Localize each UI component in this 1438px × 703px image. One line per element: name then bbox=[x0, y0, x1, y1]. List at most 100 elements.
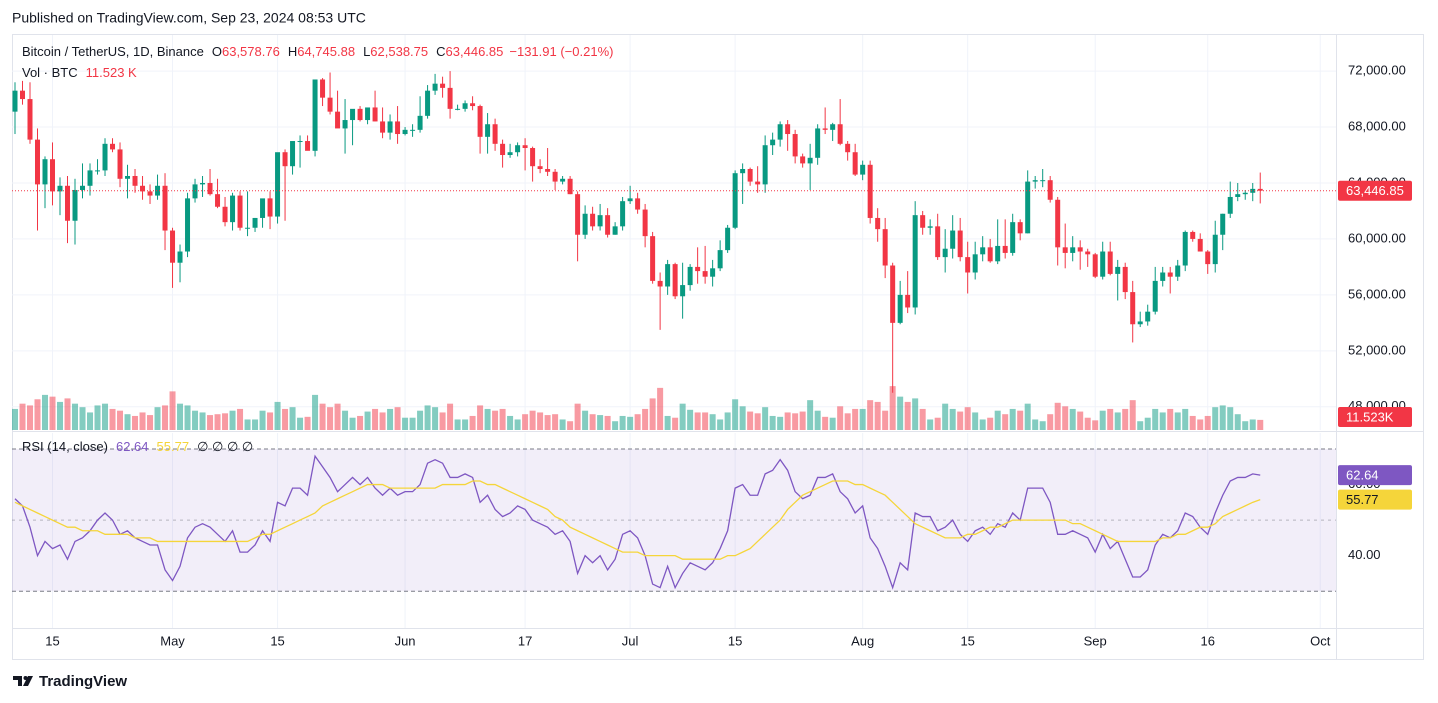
chart-frame bbox=[12, 34, 1424, 660]
candle-body bbox=[380, 121, 386, 133]
volume-bar bbox=[499, 408, 506, 430]
volume-bar bbox=[529, 410, 536, 430]
logo-mark bbox=[23, 676, 33, 686]
candle-body bbox=[935, 226, 941, 258]
volume-bar bbox=[1107, 408, 1114, 430]
tradingview-logo: TradingView bbox=[13, 673, 127, 690]
volume-bar bbox=[312, 394, 319, 430]
volume-bar bbox=[102, 403, 109, 430]
candle-body bbox=[980, 247, 986, 255]
x-tick-label: Sep bbox=[1084, 633, 1107, 648]
candle-body bbox=[1085, 251, 1091, 255]
candle-body bbox=[215, 194, 221, 207]
candle-body bbox=[447, 87, 453, 109]
volume-bar bbox=[1152, 408, 1159, 430]
volume-bar bbox=[244, 419, 251, 430]
volume-bar bbox=[897, 396, 904, 430]
candle-body bbox=[1137, 321, 1143, 325]
candle-body bbox=[1250, 188, 1256, 193]
candle-body bbox=[1055, 199, 1061, 248]
volume-bar bbox=[1129, 400, 1136, 430]
volume-bar bbox=[867, 400, 874, 430]
volume-bar bbox=[132, 415, 139, 430]
candle-body bbox=[822, 128, 828, 130]
rsi-lines bbox=[14, 454, 1261, 590]
volume-bar bbox=[469, 415, 476, 430]
volume-bar bbox=[124, 414, 131, 430]
volume-bar bbox=[754, 413, 761, 430]
candle-body bbox=[687, 266, 693, 286]
candle-body bbox=[1235, 194, 1241, 197]
grid bbox=[12, 35, 1336, 628]
candle-body bbox=[470, 103, 476, 107]
candle-body bbox=[582, 213, 588, 235]
rsi-legend: RSI (14, close) 62.64 55.77 ∅ ∅ ∅ ∅ bbox=[22, 439, 253, 454]
volume-bar bbox=[582, 410, 589, 430]
volume-bar bbox=[1227, 407, 1234, 430]
candle-body bbox=[950, 230, 956, 249]
candle-body bbox=[605, 215, 611, 235]
candle-body bbox=[440, 83, 446, 88]
candle-body bbox=[125, 175, 131, 179]
candle-body bbox=[807, 157, 813, 164]
volume-bar bbox=[1234, 414, 1241, 430]
candle-body bbox=[1062, 247, 1068, 253]
volume-bar bbox=[1174, 412, 1181, 430]
candle-body bbox=[770, 139, 776, 146]
last-volume-label: 11.523K bbox=[1346, 409, 1394, 424]
volume-title: Vol · BTC bbox=[22, 65, 78, 80]
y-tick-label: 52,000.00 bbox=[1348, 342, 1406, 357]
volume-bar bbox=[724, 412, 731, 430]
volume-bar bbox=[777, 416, 784, 430]
x-tick-label: Jun bbox=[395, 633, 416, 648]
candle-body bbox=[155, 185, 161, 196]
legend: Bitcoin / TetherUS, 1D, Binance O63,578.7… bbox=[22, 44, 613, 454]
candle-body bbox=[27, 99, 33, 140]
candle-body bbox=[65, 185, 71, 221]
volume-bar bbox=[1212, 407, 1219, 430]
candle-body bbox=[402, 129, 408, 135]
volume-bar bbox=[27, 405, 34, 430]
volume-bar bbox=[514, 419, 521, 430]
volume-bar bbox=[252, 419, 259, 430]
volume-bar bbox=[1204, 415, 1211, 430]
volume-bar bbox=[1249, 419, 1256, 430]
candle-body bbox=[1017, 222, 1023, 234]
candle-body bbox=[207, 182, 213, 195]
candle-body bbox=[1182, 231, 1188, 266]
candle-body bbox=[1070, 247, 1076, 253]
volume-bar bbox=[627, 416, 634, 430]
volume-bar bbox=[507, 415, 514, 430]
candle-body bbox=[552, 171, 558, 182]
candle-body bbox=[695, 266, 701, 272]
candle-body bbox=[462, 103, 468, 109]
volume-bar bbox=[297, 417, 304, 430]
volume-bar bbox=[544, 415, 551, 430]
ohlc-key: L bbox=[363, 44, 370, 59]
volume-bar bbox=[987, 417, 994, 430]
ohlc-value: 63,578.76 bbox=[222, 44, 280, 59]
volume-bar bbox=[1092, 420, 1099, 430]
candle-body bbox=[1152, 280, 1158, 312]
candle-body bbox=[35, 139, 41, 185]
volume-bar bbox=[732, 399, 739, 430]
volume-bar bbox=[214, 414, 221, 430]
volume-bar bbox=[364, 411, 371, 430]
volume-bar bbox=[409, 417, 416, 430]
volume-legend: Vol · BTC 11.523 K bbox=[22, 65, 137, 80]
volume-bar bbox=[289, 407, 296, 430]
volume-bar bbox=[117, 410, 124, 430]
volume-bar bbox=[1219, 405, 1226, 430]
candle-body bbox=[500, 143, 506, 156]
candle-body bbox=[777, 124, 783, 140]
candle-body bbox=[612, 226, 618, 235]
candle-body bbox=[530, 148, 536, 167]
candle-body bbox=[560, 178, 566, 182]
candle-body bbox=[800, 156, 806, 164]
candle-body bbox=[140, 185, 146, 192]
candle-body bbox=[350, 108, 356, 121]
candle-body bbox=[522, 145, 528, 149]
x-tick-label: 15 bbox=[728, 633, 742, 648]
volume-bar bbox=[1167, 408, 1174, 430]
